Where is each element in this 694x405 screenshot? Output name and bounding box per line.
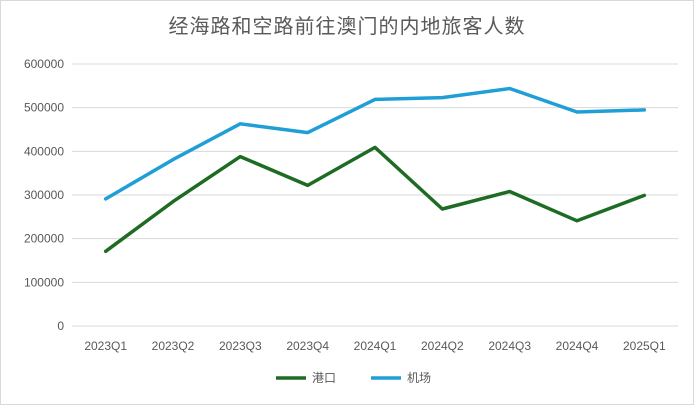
x-tick-label: 2023Q1 <box>84 339 127 353</box>
legend: 港口 机场 <box>276 371 431 385</box>
legend-label: 机场 <box>407 371 431 385</box>
y-tick-label: 600000 <box>24 57 64 71</box>
x-tick-label: 2023Q3 <box>219 339 262 353</box>
chart-title: 经海路和空路前往澳门的内地旅客人数 <box>168 14 526 38</box>
y-tick-label: 200000 <box>24 232 64 246</box>
series-lines <box>103 86 647 254</box>
x-tick-label: 2024Q2 <box>421 339 464 353</box>
y-tick-label: 0 <box>57 319 64 333</box>
y-tick-label: 400000 <box>24 144 64 158</box>
legend-label: 港口 <box>312 371 336 385</box>
y-tick-label: 500000 <box>24 101 64 115</box>
y-tick-label: 100000 <box>24 275 64 289</box>
x-axis-ticks: 2023Q1 2023Q2 2023Q3 2023Q4 2024Q1 2024Q2 2024… <box>84 339 666 353</box>
x-tick-label: 2024Q4 <box>556 339 599 353</box>
x-tick-label: 2025Q1 <box>623 339 666 353</box>
gridlines <box>72 63 678 327</box>
series-line-airport <box>103 86 647 201</box>
y-tick-label: 300000 <box>24 188 64 202</box>
series-line-port <box>103 145 647 254</box>
x-tick-label: 2024Q3 <box>488 339 531 353</box>
x-tick-label: 2023Q2 <box>152 339 195 353</box>
y-axis-ticks: 0 100000 200000 300000 400000 500000 600000 <box>24 57 64 333</box>
x-tick-label: 2023Q4 <box>286 339 329 353</box>
x-tick-label: 2024Q1 <box>354 339 397 353</box>
